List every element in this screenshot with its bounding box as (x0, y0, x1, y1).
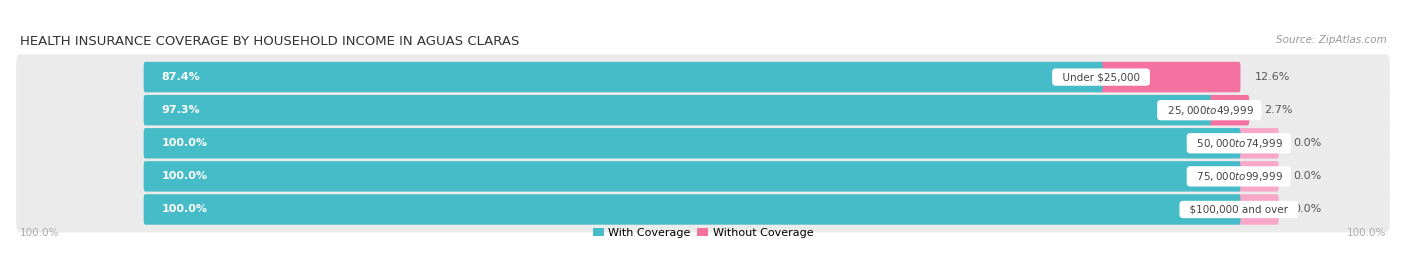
FancyBboxPatch shape (1237, 128, 1279, 158)
Text: 100.0%: 100.0% (162, 138, 208, 148)
FancyBboxPatch shape (17, 120, 1389, 166)
Text: 0.0%: 0.0% (1294, 204, 1322, 214)
Text: $100,000 and over: $100,000 and over (1182, 204, 1295, 214)
Text: 0.0%: 0.0% (1294, 138, 1322, 148)
Text: $75,000 to $99,999: $75,000 to $99,999 (1191, 170, 1288, 183)
Text: $50,000 to $74,999: $50,000 to $74,999 (1191, 137, 1288, 150)
Text: Under $25,000: Under $25,000 (1056, 72, 1146, 82)
Text: 100.0%: 100.0% (20, 228, 59, 238)
Text: 0.0%: 0.0% (1294, 171, 1322, 181)
Text: $25,000 to $49,999: $25,000 to $49,999 (1161, 104, 1258, 117)
FancyBboxPatch shape (17, 154, 1389, 199)
FancyBboxPatch shape (1237, 161, 1279, 192)
Text: 100.0%: 100.0% (162, 204, 208, 214)
Text: HEALTH INSURANCE COVERAGE BY HOUSEHOLD INCOME IN AGUAS CLARAS: HEALTH INSURANCE COVERAGE BY HOUSEHOLD I… (20, 35, 519, 48)
FancyBboxPatch shape (1208, 95, 1250, 125)
Text: 100.0%: 100.0% (1347, 228, 1386, 238)
Text: 100.0%: 100.0% (162, 171, 208, 181)
FancyBboxPatch shape (17, 187, 1389, 232)
Text: 97.3%: 97.3% (162, 105, 200, 115)
FancyBboxPatch shape (17, 87, 1389, 133)
FancyBboxPatch shape (17, 54, 1389, 100)
FancyBboxPatch shape (143, 194, 1240, 225)
FancyBboxPatch shape (1099, 62, 1240, 92)
FancyBboxPatch shape (143, 95, 1211, 125)
Legend: With Coverage, Without Coverage: With Coverage, Without Coverage (588, 223, 818, 242)
Text: 12.6%: 12.6% (1256, 72, 1291, 82)
FancyBboxPatch shape (143, 128, 1240, 158)
Text: Source: ZipAtlas.com: Source: ZipAtlas.com (1275, 35, 1386, 45)
FancyBboxPatch shape (143, 62, 1102, 92)
Text: 2.7%: 2.7% (1264, 105, 1292, 115)
FancyBboxPatch shape (143, 161, 1240, 192)
Text: 87.4%: 87.4% (162, 72, 201, 82)
FancyBboxPatch shape (1237, 194, 1279, 225)
